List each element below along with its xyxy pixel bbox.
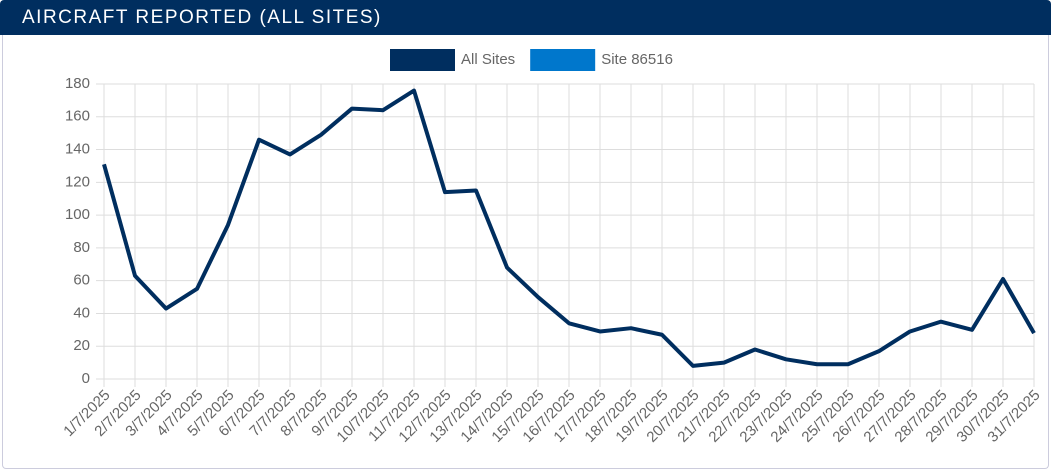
legend-swatch: [530, 49, 596, 71]
header: AIRCRAFT REPORTED (ALL SITES): [0, 0, 1051, 35]
y-tick-label: 120: [65, 173, 90, 190]
data-line: [102, 88, 1036, 368]
y-tick-label: 40: [73, 304, 90, 321]
y-tick-label: 180: [65, 75, 90, 92]
legend-label: Site 86516: [601, 51, 673, 68]
y-tick-label: 80: [73, 239, 90, 256]
y-tick-label: 140: [65, 141, 90, 158]
legend-label: All Sites: [461, 51, 515, 68]
y-tick-label: 0: [82, 370, 90, 387]
y-tick-label: 60: [73, 272, 90, 289]
legend-swatch: [390, 49, 455, 71]
panel-body: [2, 35, 1049, 469]
y-tick-label: 160: [65, 108, 90, 125]
y-tick-label: 20: [73, 337, 90, 354]
y-tick-label: 100: [65, 206, 90, 223]
header-title: AIRCRAFT REPORTED (ALL SITES): [22, 7, 382, 28]
